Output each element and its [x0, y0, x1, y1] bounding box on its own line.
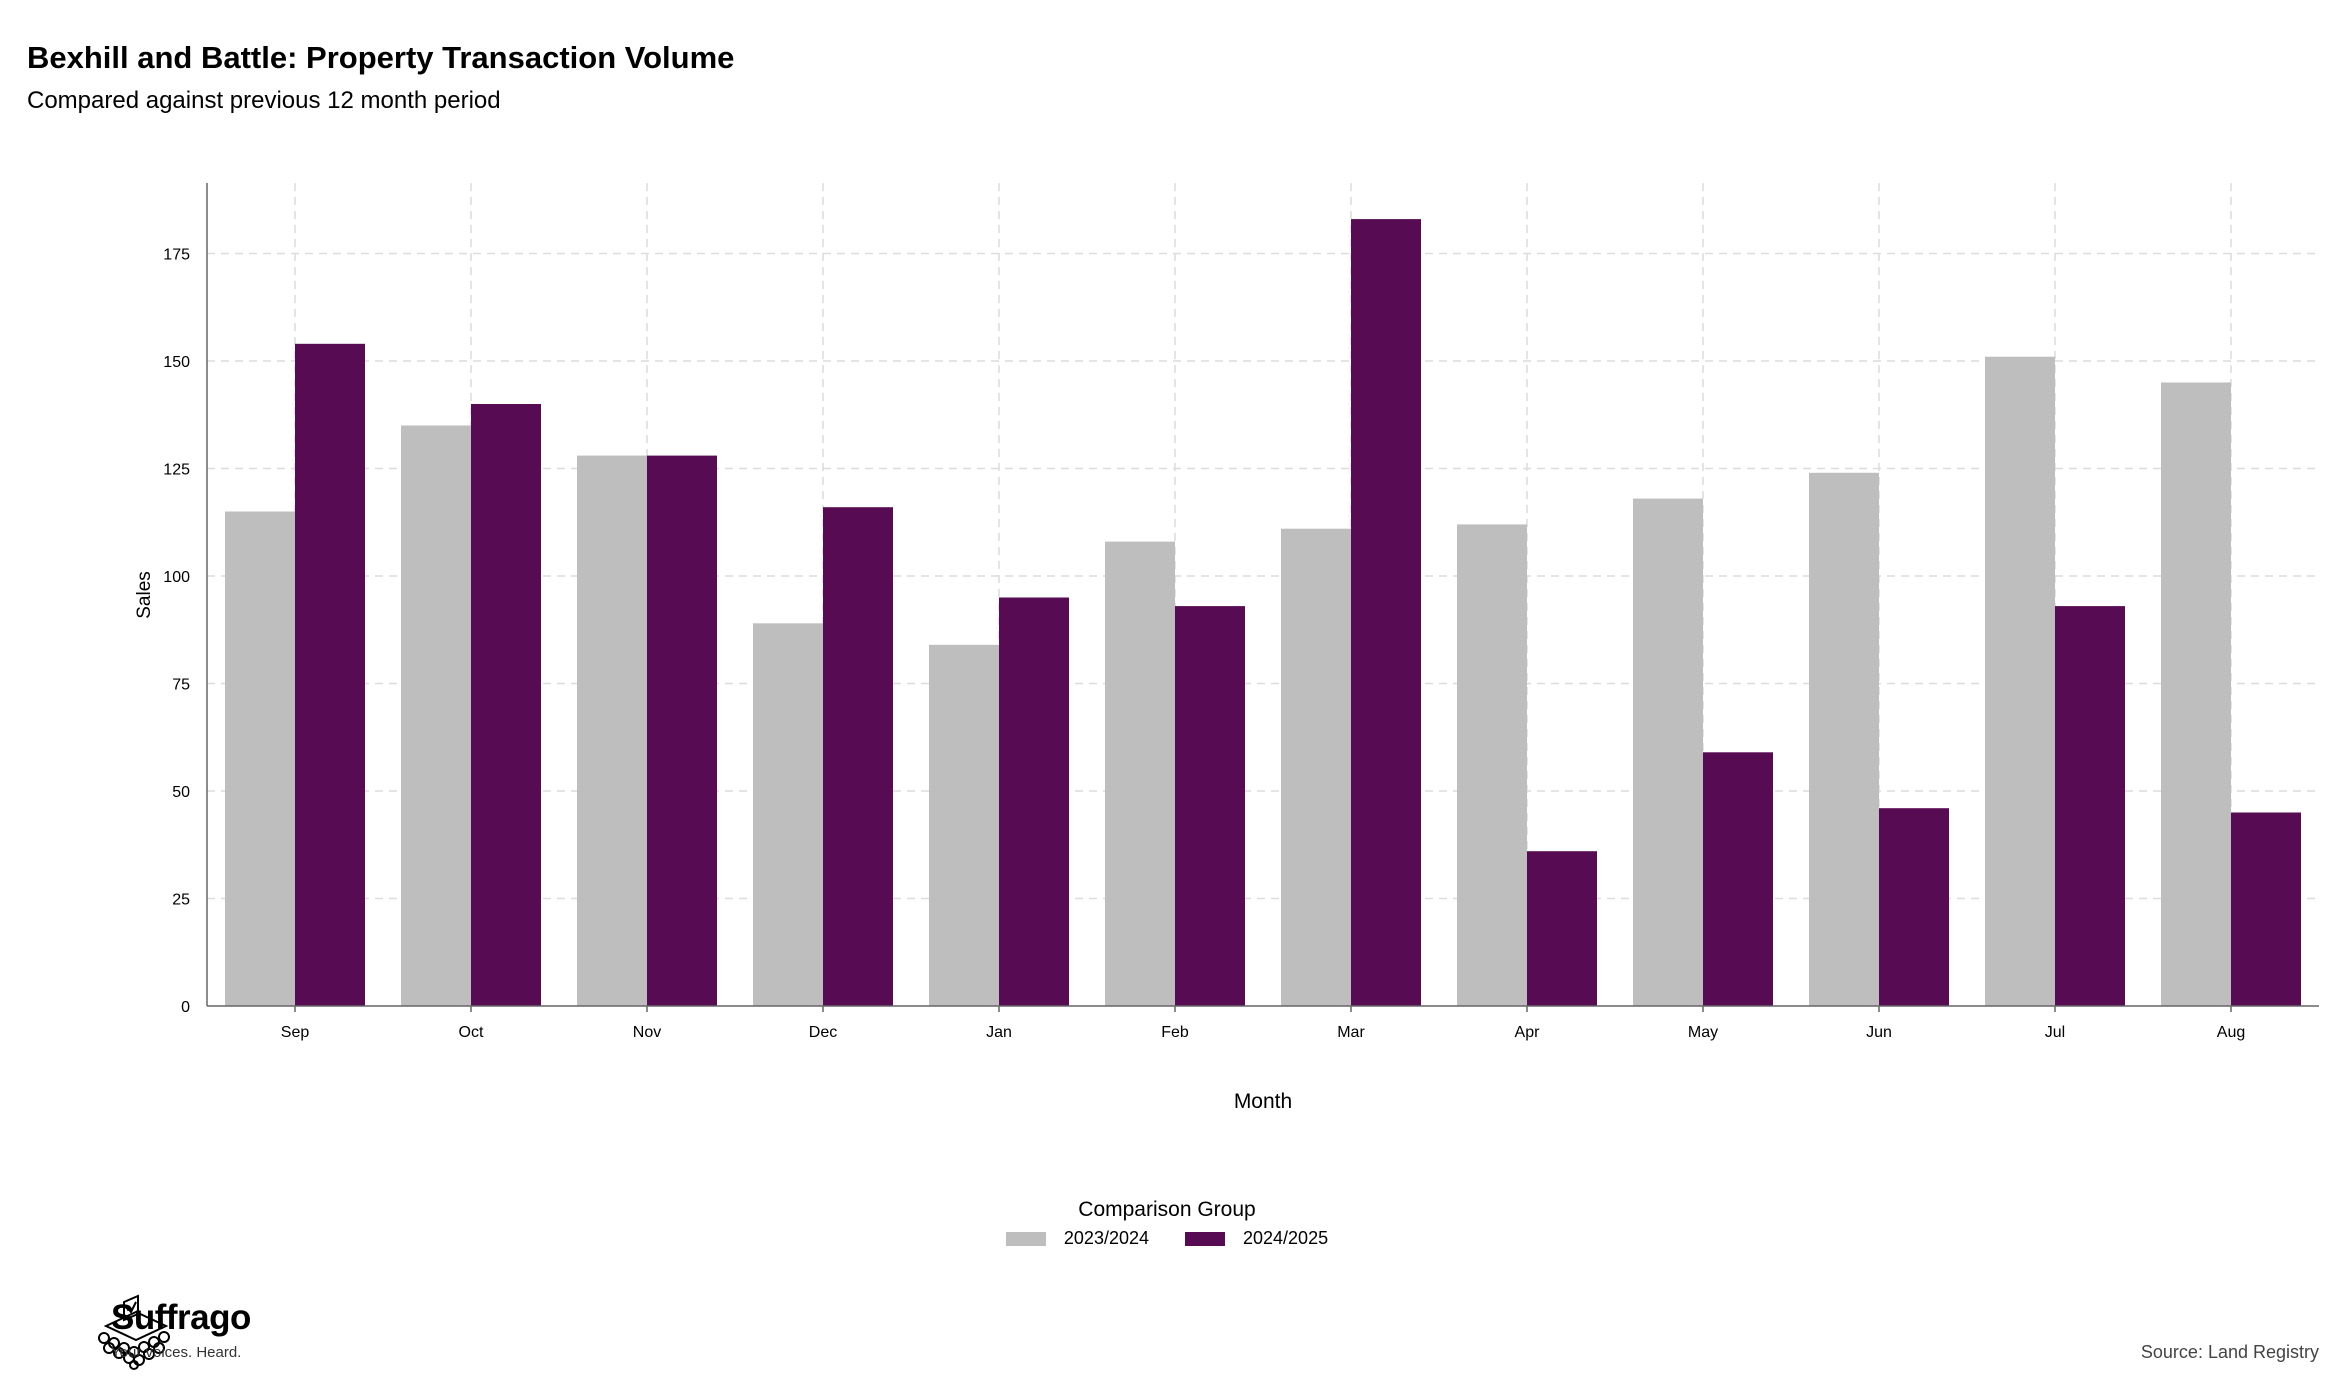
bar-2023-2024-oct — [401, 425, 471, 1006]
bar-2023-2024-jul — [1985, 356, 2055, 1006]
y-tick-label: 50 — [172, 784, 190, 801]
bar-2023-2024-jun — [1809, 472, 1879, 1006]
bar-2023-2024-nov — [577, 455, 647, 1007]
x-tick-label: Feb — [1161, 1024, 1189, 1041]
bar-2024-2025-jun — [1879, 808, 1949, 1006]
x-tick-label: May — [1688, 1024, 1718, 1041]
tick-labels: 0 25 50 75 100 125 150 175 Sep Oct Nov Dec Jan Feb Mar… — [163, 247, 2245, 1042]
source-note: Source: Land Registry — [2140, 1342, 2319, 1362]
bar-2024-2025-dec — [823, 507, 893, 1006]
legend-item-2024-2025: 2024/2025 — [1185, 1228, 1328, 1249]
bar-2023-2024-apr — [1457, 524, 1527, 1006]
legend-swatch-2023-2024 — [1005, 1231, 1046, 1246]
chart-title: Bexhill and Battle: Property Transaction… — [27, 40, 735, 75]
bar-2024-2025-apr — [1527, 851, 1597, 1006]
x-tick-label: Oct — [459, 1024, 484, 1041]
y-tick-label: 100 — [163, 569, 190, 586]
legend-items: 2023/2024 2024/2025 — [0, 1228, 2334, 1249]
legend-label-2024-2025: 2024/2025 — [1243, 1228, 1329, 1248]
bar-2023-2024-mar — [1281, 528, 1351, 1006]
bar-2023-2024-may — [1633, 498, 1703, 1006]
y-axis-label: Sales — [134, 571, 155, 619]
bar-2024-2025-nov — [647, 455, 717, 1007]
brand-name: Suffrago — [111, 1298, 251, 1337]
bar-2024-2025-may — [1703, 752, 1773, 1006]
y-tick-label: 0 — [181, 999, 190, 1016]
bar-2023-2024-dec — [753, 623, 823, 1006]
bar-2024-2025-mar — [1351, 219, 1421, 1007]
bar-2024-2025-jan — [999, 597, 1069, 1006]
y-tick-label: 25 — [172, 892, 190, 909]
legend-item-2023-2024: 2023/2024 — [1005, 1228, 1149, 1249]
x-tick-label: Apr — [1515, 1024, 1541, 1041]
x-tick-label: Nov — [633, 1024, 661, 1041]
bar-2023-2024-jan — [929, 644, 999, 1006]
bar-2023-2024-aug — [2161, 382, 2231, 1006]
x-tick-label: Jan — [986, 1024, 1012, 1041]
x-tick-label: Dec — [809, 1024, 837, 1041]
chart-subtitle: Compared against previous 12 month perio… — [27, 87, 501, 114]
axes — [206, 183, 2319, 1007]
legend: Comparison Group 2023/2024 2024/2025 — [0, 1198, 2334, 1249]
x-tick-label: Jul — [2045, 1024, 2065, 1041]
bar-2024-2025-jul — [2055, 606, 2125, 1006]
legend-label-2023-2024: 2023/2024 — [1063, 1228, 1149, 1248]
y-tick-label: 175 — [163, 247, 190, 264]
legend-title: Comparison Group — [1078, 1198, 1256, 1221]
bar-2024-2025-aug — [2231, 812, 2301, 1006]
x-axis-label: Month — [1234, 1090, 1292, 1113]
ballot-box-logo-icon — [98, 1294, 170, 1370]
bars — [225, 219, 2301, 1007]
x-tick-label: Mar — [1337, 1024, 1365, 1041]
y-tick-label: 125 — [163, 462, 190, 479]
bar-2024-2025-feb — [1175, 606, 1245, 1006]
bar-2023-2024-sep — [225, 511, 295, 1006]
bar-2024-2025-oct — [471, 404, 541, 1006]
brand-tagline: Your voices. Heard. — [111, 1344, 242, 1361]
bar-2023-2024-feb — [1105, 541, 1175, 1006]
y-tick-label: 150 — [163, 354, 190, 371]
y-tick-label: 75 — [172, 677, 190, 694]
bar-2024-2025-sep — [295, 343, 365, 1006]
x-tick-label: Aug — [2217, 1024, 2245, 1041]
x-tick-label: Sep — [281, 1024, 310, 1041]
bar-chart: 0 25 50 75 100 125 150 175 Sep Oct Nov Dec Jan Feb Mar… — [134, 183, 2319, 1113]
x-tick-label: Jun — [1866, 1024, 1892, 1041]
legend-swatch-2024-2025 — [1185, 1231, 1225, 1246]
